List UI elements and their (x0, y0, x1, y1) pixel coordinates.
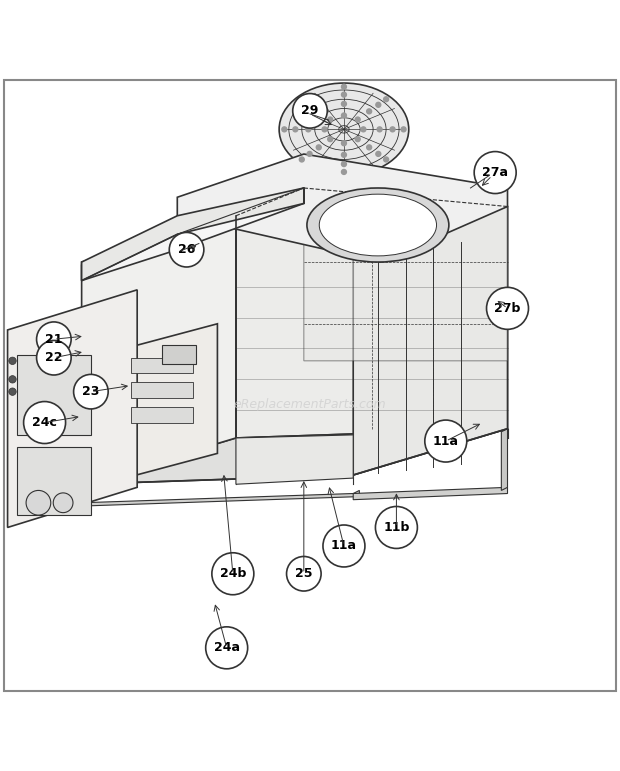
Circle shape (366, 145, 371, 150)
Circle shape (384, 157, 389, 162)
Circle shape (342, 162, 347, 167)
Circle shape (376, 103, 381, 107)
Circle shape (376, 507, 417, 548)
Circle shape (26, 490, 51, 515)
Circle shape (293, 93, 327, 128)
Circle shape (299, 97, 304, 102)
Polygon shape (82, 490, 360, 506)
Circle shape (293, 127, 298, 132)
Circle shape (306, 127, 311, 132)
Text: 11b: 11b (383, 521, 410, 534)
Circle shape (322, 127, 327, 132)
Circle shape (307, 151, 312, 157)
Circle shape (342, 113, 347, 118)
FancyBboxPatch shape (17, 447, 91, 515)
FancyBboxPatch shape (131, 407, 193, 423)
Polygon shape (82, 429, 508, 484)
Circle shape (9, 357, 16, 365)
Circle shape (401, 127, 406, 132)
Circle shape (342, 170, 347, 174)
Circle shape (425, 420, 467, 462)
Circle shape (37, 322, 71, 356)
Polygon shape (125, 324, 218, 478)
Circle shape (323, 525, 365, 567)
Circle shape (212, 553, 254, 594)
Polygon shape (82, 188, 304, 281)
Circle shape (299, 157, 304, 162)
Text: 25: 25 (295, 567, 312, 581)
Circle shape (74, 375, 108, 409)
FancyBboxPatch shape (17, 355, 91, 435)
Circle shape (316, 145, 321, 150)
Polygon shape (177, 154, 508, 262)
Circle shape (355, 136, 360, 142)
Polygon shape (82, 188, 304, 281)
Polygon shape (236, 435, 353, 484)
Text: 24a: 24a (214, 641, 240, 655)
Circle shape (342, 93, 347, 97)
Circle shape (206, 627, 247, 668)
Circle shape (487, 288, 528, 329)
Polygon shape (7, 290, 137, 527)
Text: 11a: 11a (331, 540, 357, 553)
Circle shape (342, 153, 347, 157)
FancyBboxPatch shape (162, 345, 196, 364)
Text: 23: 23 (82, 386, 100, 398)
Circle shape (169, 232, 204, 267)
Text: 21: 21 (45, 333, 63, 345)
Circle shape (37, 341, 71, 375)
Text: eReplacementParts.com: eReplacementParts.com (234, 398, 386, 410)
Circle shape (316, 109, 321, 114)
FancyBboxPatch shape (131, 382, 193, 398)
Circle shape (342, 102, 347, 106)
Circle shape (53, 493, 73, 513)
Circle shape (342, 84, 347, 89)
Polygon shape (82, 216, 236, 484)
Polygon shape (502, 429, 508, 490)
Circle shape (328, 136, 333, 142)
Text: 24b: 24b (219, 567, 246, 581)
Text: 24c: 24c (32, 416, 57, 429)
Circle shape (9, 388, 16, 396)
Text: 29: 29 (301, 104, 319, 117)
Circle shape (307, 103, 312, 107)
Text: 11a: 11a (433, 435, 459, 447)
Polygon shape (353, 487, 508, 500)
Text: 26: 26 (178, 243, 195, 256)
Text: 27b: 27b (494, 302, 521, 315)
Circle shape (366, 109, 371, 114)
Circle shape (282, 127, 287, 132)
Circle shape (377, 127, 382, 132)
Ellipse shape (279, 83, 409, 176)
Circle shape (24, 402, 66, 443)
Circle shape (342, 141, 347, 146)
Polygon shape (236, 207, 508, 438)
Circle shape (390, 127, 395, 132)
Polygon shape (353, 207, 508, 475)
Circle shape (328, 117, 333, 122)
Circle shape (9, 375, 16, 383)
Circle shape (474, 152, 516, 194)
FancyBboxPatch shape (131, 358, 193, 373)
Ellipse shape (307, 188, 449, 262)
Circle shape (384, 97, 389, 102)
Circle shape (355, 117, 360, 122)
Text: 27a: 27a (482, 166, 508, 179)
Polygon shape (304, 204, 508, 361)
Circle shape (286, 557, 321, 591)
Text: 22: 22 (45, 352, 63, 364)
Circle shape (361, 127, 366, 132)
Circle shape (376, 151, 381, 157)
Ellipse shape (319, 194, 436, 256)
